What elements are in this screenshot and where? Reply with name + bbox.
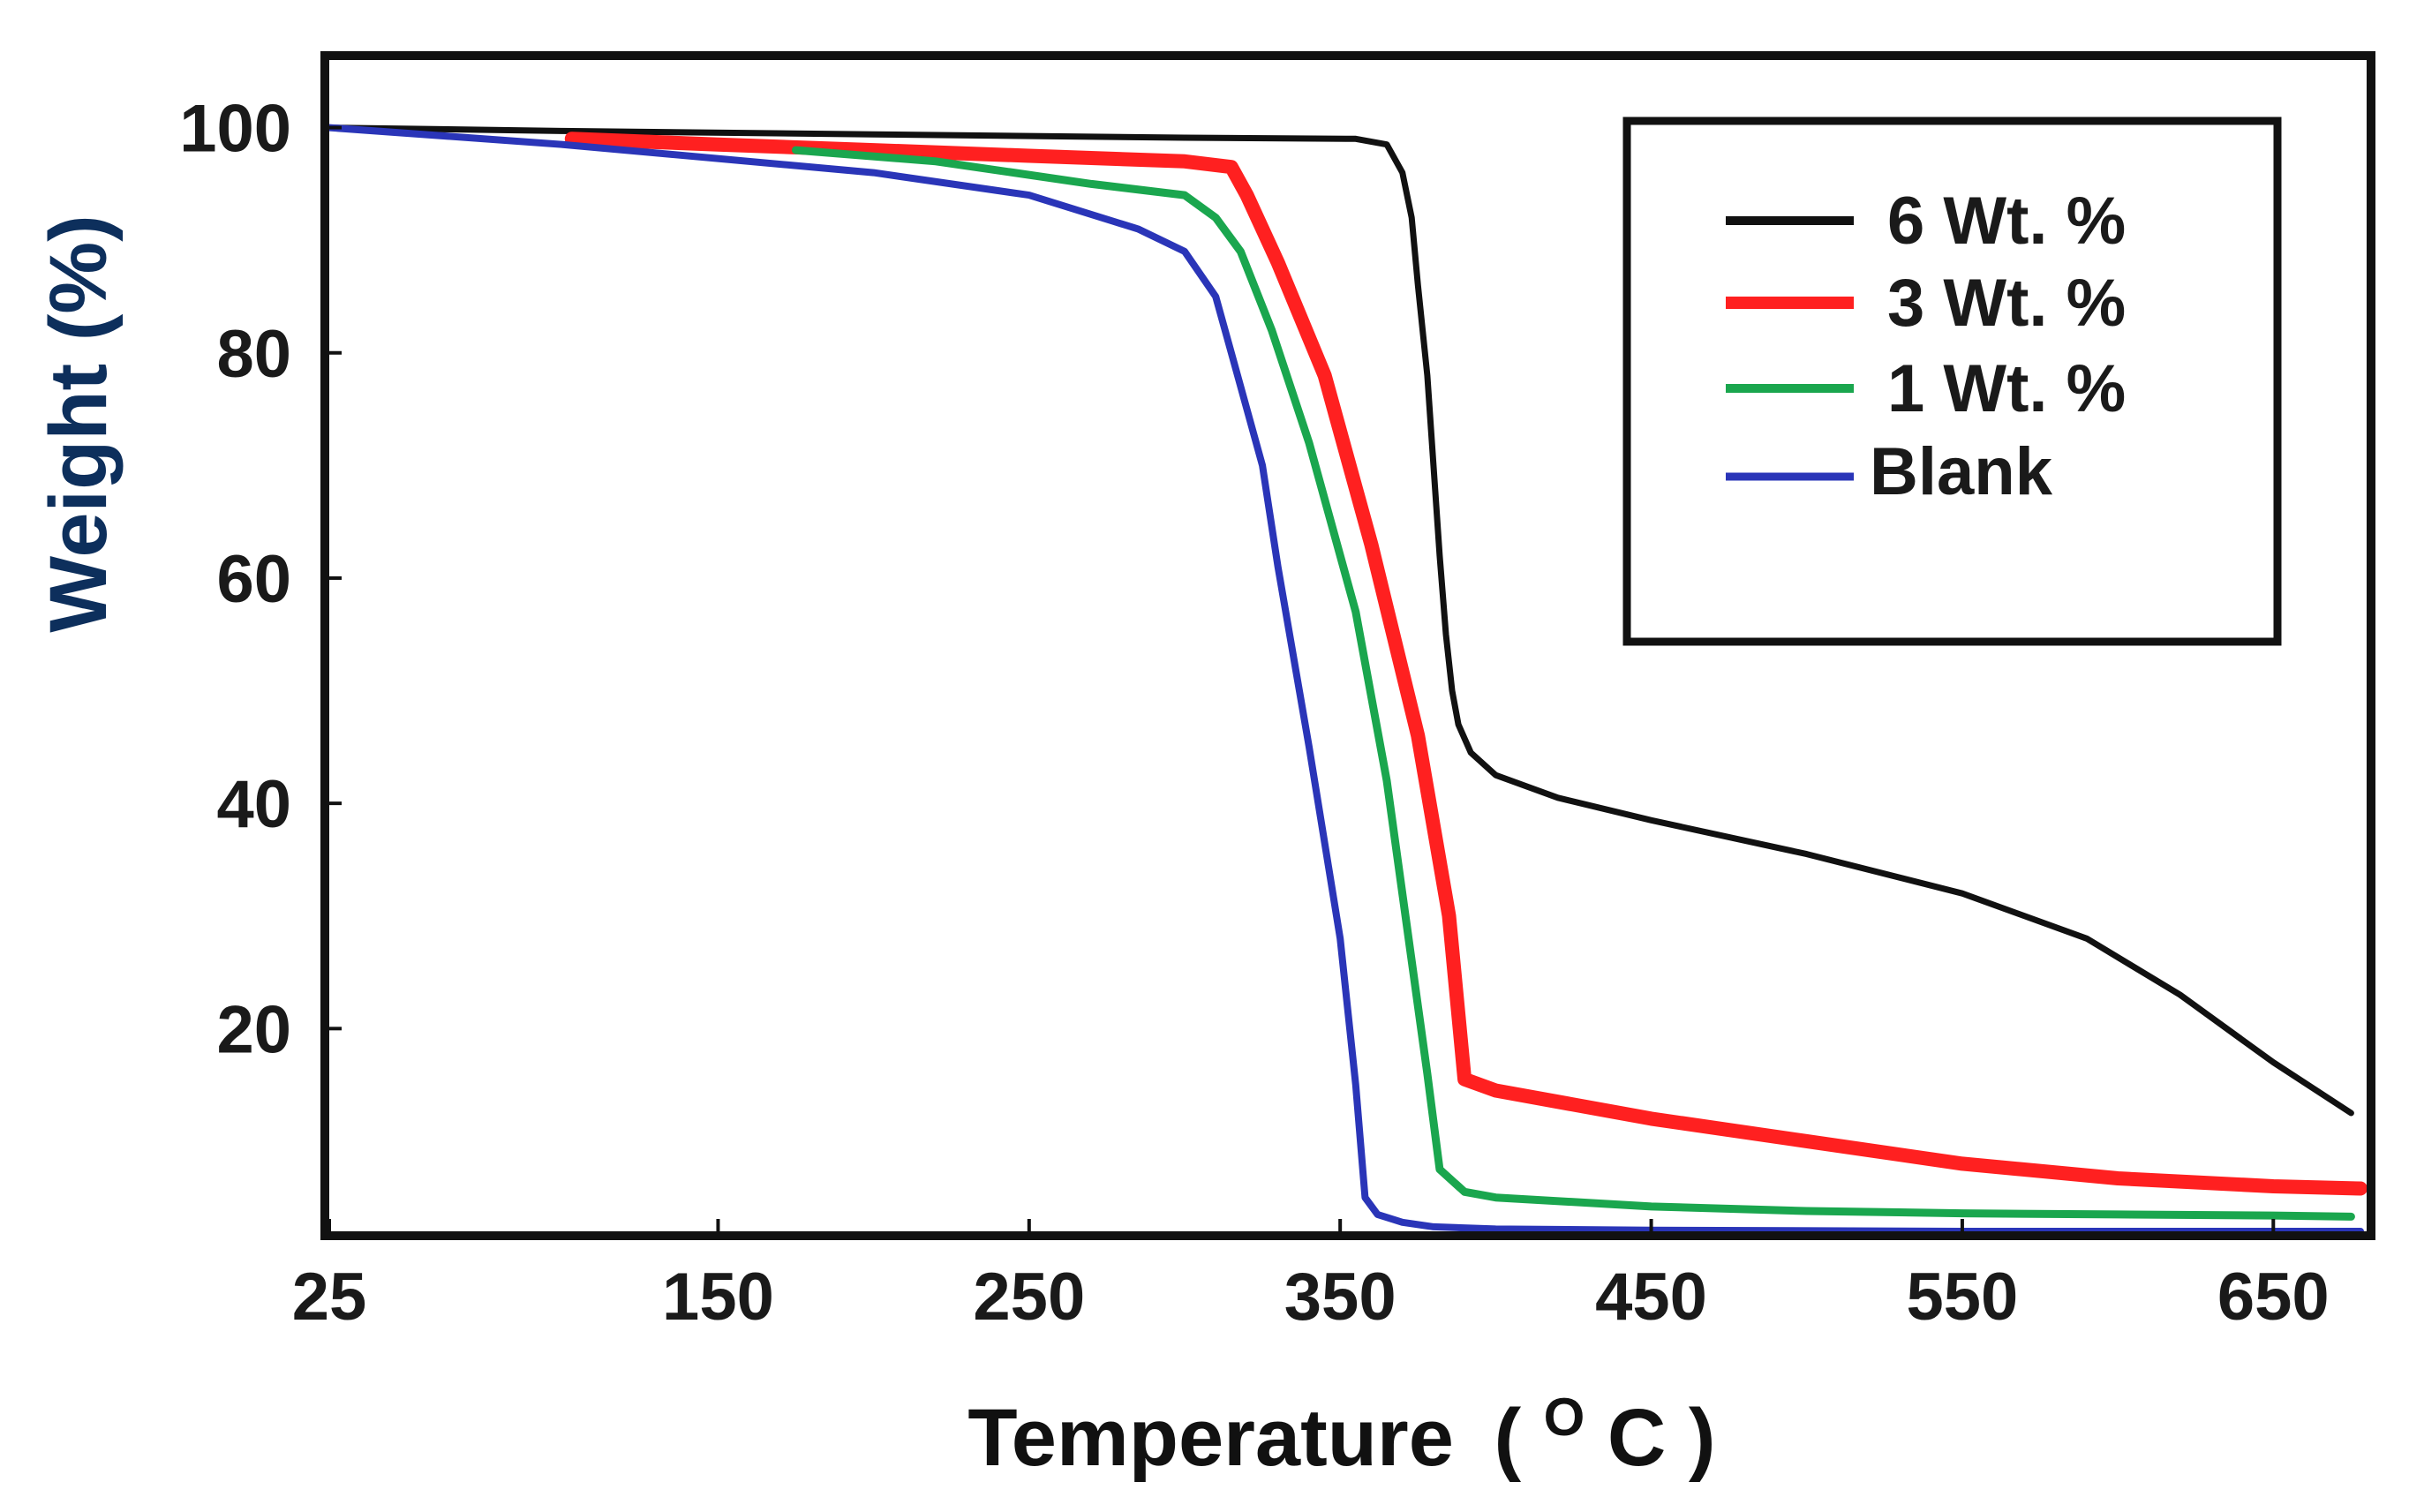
x-axis-title-main: Temperature	[967, 1393, 1453, 1483]
x-axis-title-unit-close: )	[1689, 1393, 1716, 1483]
series-line-blank	[329, 124, 2364, 1231]
y-axis-ticks: 100 80 60 40 20	[179, 92, 342, 1067]
y-tick-label: 40	[216, 767, 291, 842]
legend-box	[1622, 117, 2282, 646]
y-tick-label: 60	[216, 542, 291, 617]
legend: 6 Wt. % 3 Wt. % 1 Wt. % Blank	[1622, 117, 2282, 646]
x-axis-title-unit-main: C	[1607, 1393, 1666, 1483]
x-tick-label: 450	[1595, 1260, 1707, 1335]
x-tick-label: 150	[662, 1260, 774, 1335]
x-axis-title-unit-open: (	[1494, 1393, 1521, 1483]
legend-label-6wt: 6 Wt. %	[1887, 184, 2126, 259]
y-tick-label: 20	[216, 992, 291, 1067]
y-axis-title: Weight (%)	[34, 214, 124, 633]
series-line-3-wt	[564, 132, 2367, 1196]
series-layer	[329, 124, 2367, 1231]
legend-label-blank: Blank	[1870, 434, 2053, 509]
x-tick-label: 250	[973, 1260, 1085, 1335]
x-axis-title: Temperature ( O C )	[967, 1363, 1715, 1483]
x-tick-label: 25	[292, 1260, 367, 1335]
x-tick-label: 350	[1284, 1260, 1396, 1335]
x-tick-label: 650	[2217, 1260, 2330, 1335]
y-tick-label: 80	[216, 317, 291, 392]
series-line-6-wt	[329, 124, 2354, 1117]
series-line-1-wt	[792, 146, 2355, 1221]
x-axis-title-unit-sup: O	[1544, 1388, 1585, 1447]
x-tick-label: 550	[1907, 1260, 2019, 1335]
y-tick-label: 100	[179, 92, 291, 167]
x-axis-ticks: 25 150 250 350 450 550 650	[292, 1219, 2330, 1335]
legend-label-1wt: 1 Wt. %	[1887, 351, 2126, 426]
legend-label-3wt: 3 Wt. %	[1887, 266, 2126, 341]
